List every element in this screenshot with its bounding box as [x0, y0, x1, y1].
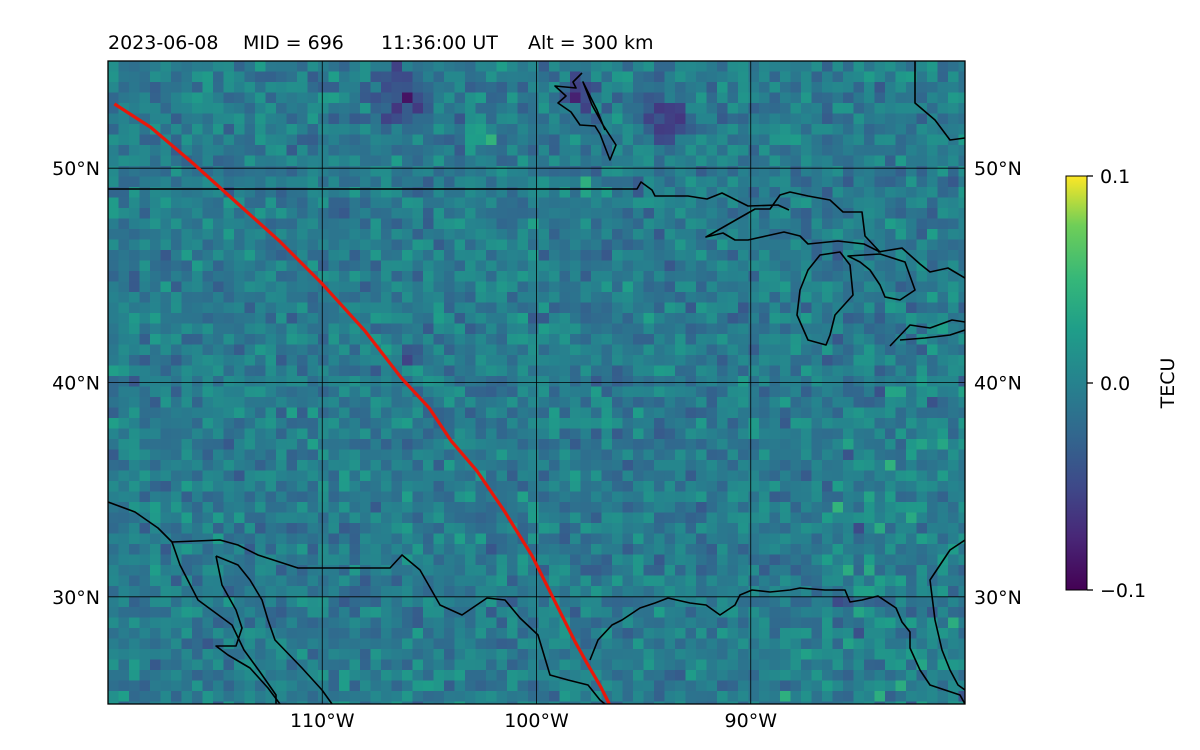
colorbar-tick-zero: 0.0 — [1100, 373, 1130, 395]
latitude-tick-label: 30°N — [52, 587, 100, 609]
lake-michigan — [796, 251, 854, 346]
gulf-coast — [589, 587, 965, 704]
title-time: 11:36:00 UT — [381, 32, 498, 54]
latitude-tick-label: 40°N — [974, 373, 1022, 395]
colorbar-gradient — [1065, 175, 1088, 591]
longitude-tick-label: 100°W — [504, 710, 569, 732]
longitude-tick-label: 110°W — [290, 710, 355, 732]
latitude-labels-left: 30°N 40°N 50°N — [52, 158, 100, 609]
florida-coast — [929, 539, 965, 691]
latitude-tick-label: 30°N — [974, 587, 1022, 609]
us-canada-border — [108, 181, 790, 211]
title-altitude: Alt = 300 km — [528, 32, 654, 54]
latitude-tick-label: 50°N — [52, 158, 100, 180]
lake-huron-erie — [847, 247, 965, 347]
satellite-track — [113, 102, 611, 704]
hudson-bay-coast — [554, 72, 617, 161]
colorbar-tick-min: −0.1 — [1100, 580, 1146, 602]
baja-california — [215, 555, 333, 704]
coastlines — [108, 61, 965, 704]
title-mid: MID = 696 — [243, 32, 344, 54]
title-date: 2023-06-08 — [108, 32, 218, 54]
longitude-tick-label: 90°W — [725, 710, 778, 732]
map-frame — [107, 60, 966, 705]
mexico-pacific-coast — [108, 501, 277, 704]
colorbar: 0.1 0.0 −0.1 TECU — [1065, 166, 1179, 602]
longitude-labels: 110°W 100°W 90°W — [290, 710, 777, 732]
graticule — [108, 61, 965, 704]
labrador-coast — [914, 61, 965, 141]
tec-heatmap — [108, 61, 965, 704]
colorbar-tick-max: 0.1 — [1100, 166, 1130, 188]
latitude-labels-right: 30°N 40°N 50°N — [974, 158, 1022, 609]
latitude-tick-label: 40°N — [52, 373, 100, 395]
map-panel — [108, 61, 965, 704]
colorbar-label: TECU — [1157, 358, 1179, 410]
latitude-tick-label: 50°N — [974, 158, 1022, 180]
us-mexico-border — [171, 539, 606, 704]
